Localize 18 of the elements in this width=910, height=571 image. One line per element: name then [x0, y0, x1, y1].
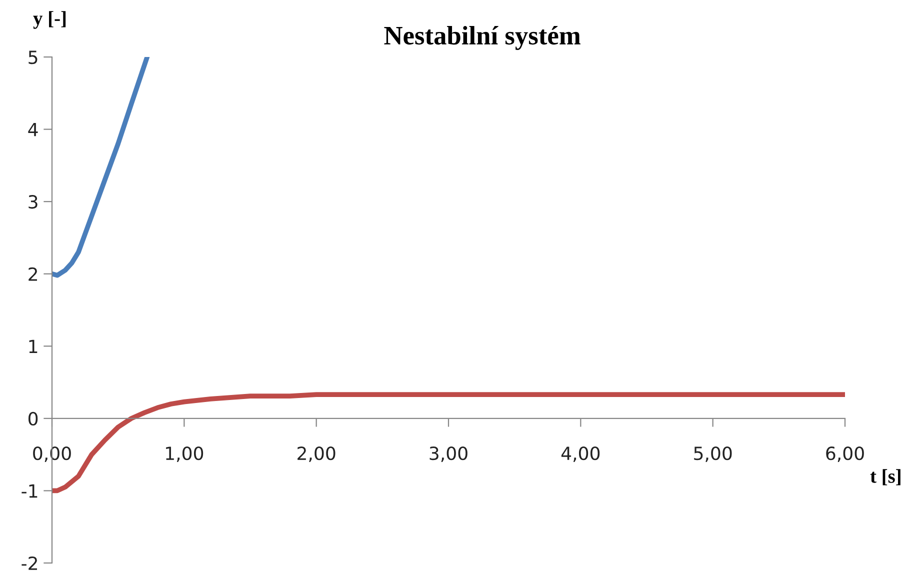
y-tick-label: 2 [28, 267, 37, 281]
y-tick-label: 0 [28, 412, 38, 426]
y-tick-label: 5 [28, 50, 38, 64]
x-tick-label: 2,00 [298, 446, 336, 462]
x-tick-label: 3,00 [430, 446, 468, 462]
x-tick-label: 4,00 [561, 446, 600, 462]
y-axis-title: y [-] [33, 11, 66, 29]
y-tick-label: 3 [28, 195, 38, 209]
y-tick-label: 4 [28, 122, 38, 136]
x-tick-label: 6,00 [826, 446, 864, 462]
chart-title: Nestabilní systém [384, 26, 580, 50]
x-axis-title: t [s] [870, 469, 900, 486]
x-tick-label: 5,00 [694, 446, 732, 462]
y-tick-label: -2 [22, 556, 37, 570]
line-series [52, 57, 150, 278]
x-tick-label: 1,00 [166, 446, 204, 462]
y-tick-label: 1 [29, 340, 38, 354]
y-tick-label: -1 [22, 484, 38, 498]
